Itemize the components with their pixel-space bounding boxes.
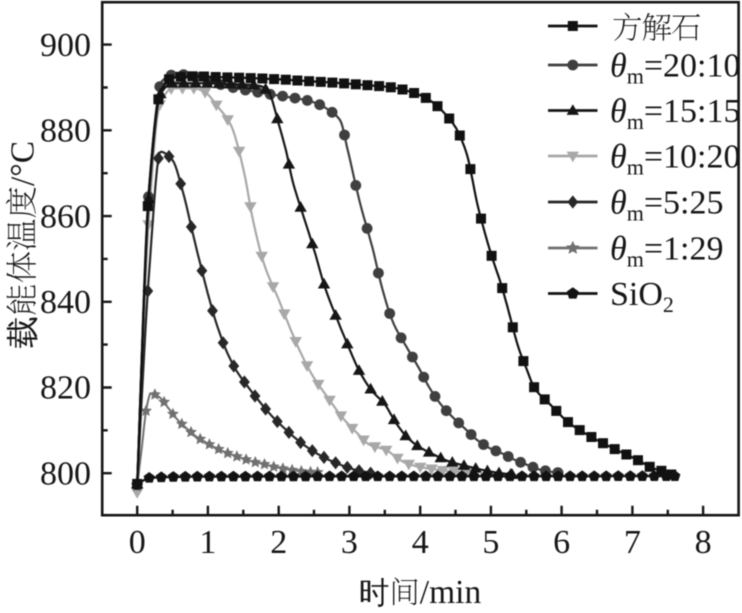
svg-text:6: 6 — [553, 524, 570, 561]
svg-text:4: 4 — [412, 524, 429, 561]
svg-text:3: 3 — [341, 524, 358, 561]
svg-text:/°C: /°C — [5, 141, 42, 186]
svg-text:/min: /min — [420, 574, 482, 611]
svg-text:θm=10:20: θm=10:20 — [610, 139, 740, 180]
svg-text:8: 8 — [695, 524, 712, 561]
svg-text:800: 800 — [40, 455, 91, 492]
svg-text:7: 7 — [624, 524, 641, 561]
svg-text:880: 880 — [40, 113, 91, 150]
svg-text:SiO2: SiO2 — [610, 276, 674, 317]
svg-text:860: 860 — [40, 198, 91, 235]
svg-text:5: 5 — [482, 524, 499, 561]
svg-text:0: 0 — [129, 524, 146, 561]
svg-text:θm=5:25: θm=5:25 — [610, 185, 723, 226]
svg-text:1: 1 — [199, 524, 216, 561]
svg-text:900: 900 — [40, 27, 91, 64]
svg-text:θm=1:29: θm=1:29 — [610, 231, 723, 272]
svg-text:θm=20:10: θm=20:10 — [610, 48, 740, 89]
svg-text:2: 2 — [270, 524, 287, 561]
svg-text:820: 820 — [40, 370, 91, 407]
svg-text:840: 840 — [40, 284, 91, 321]
svg-text:θm=15:15: θm=15:15 — [610, 93, 740, 134]
